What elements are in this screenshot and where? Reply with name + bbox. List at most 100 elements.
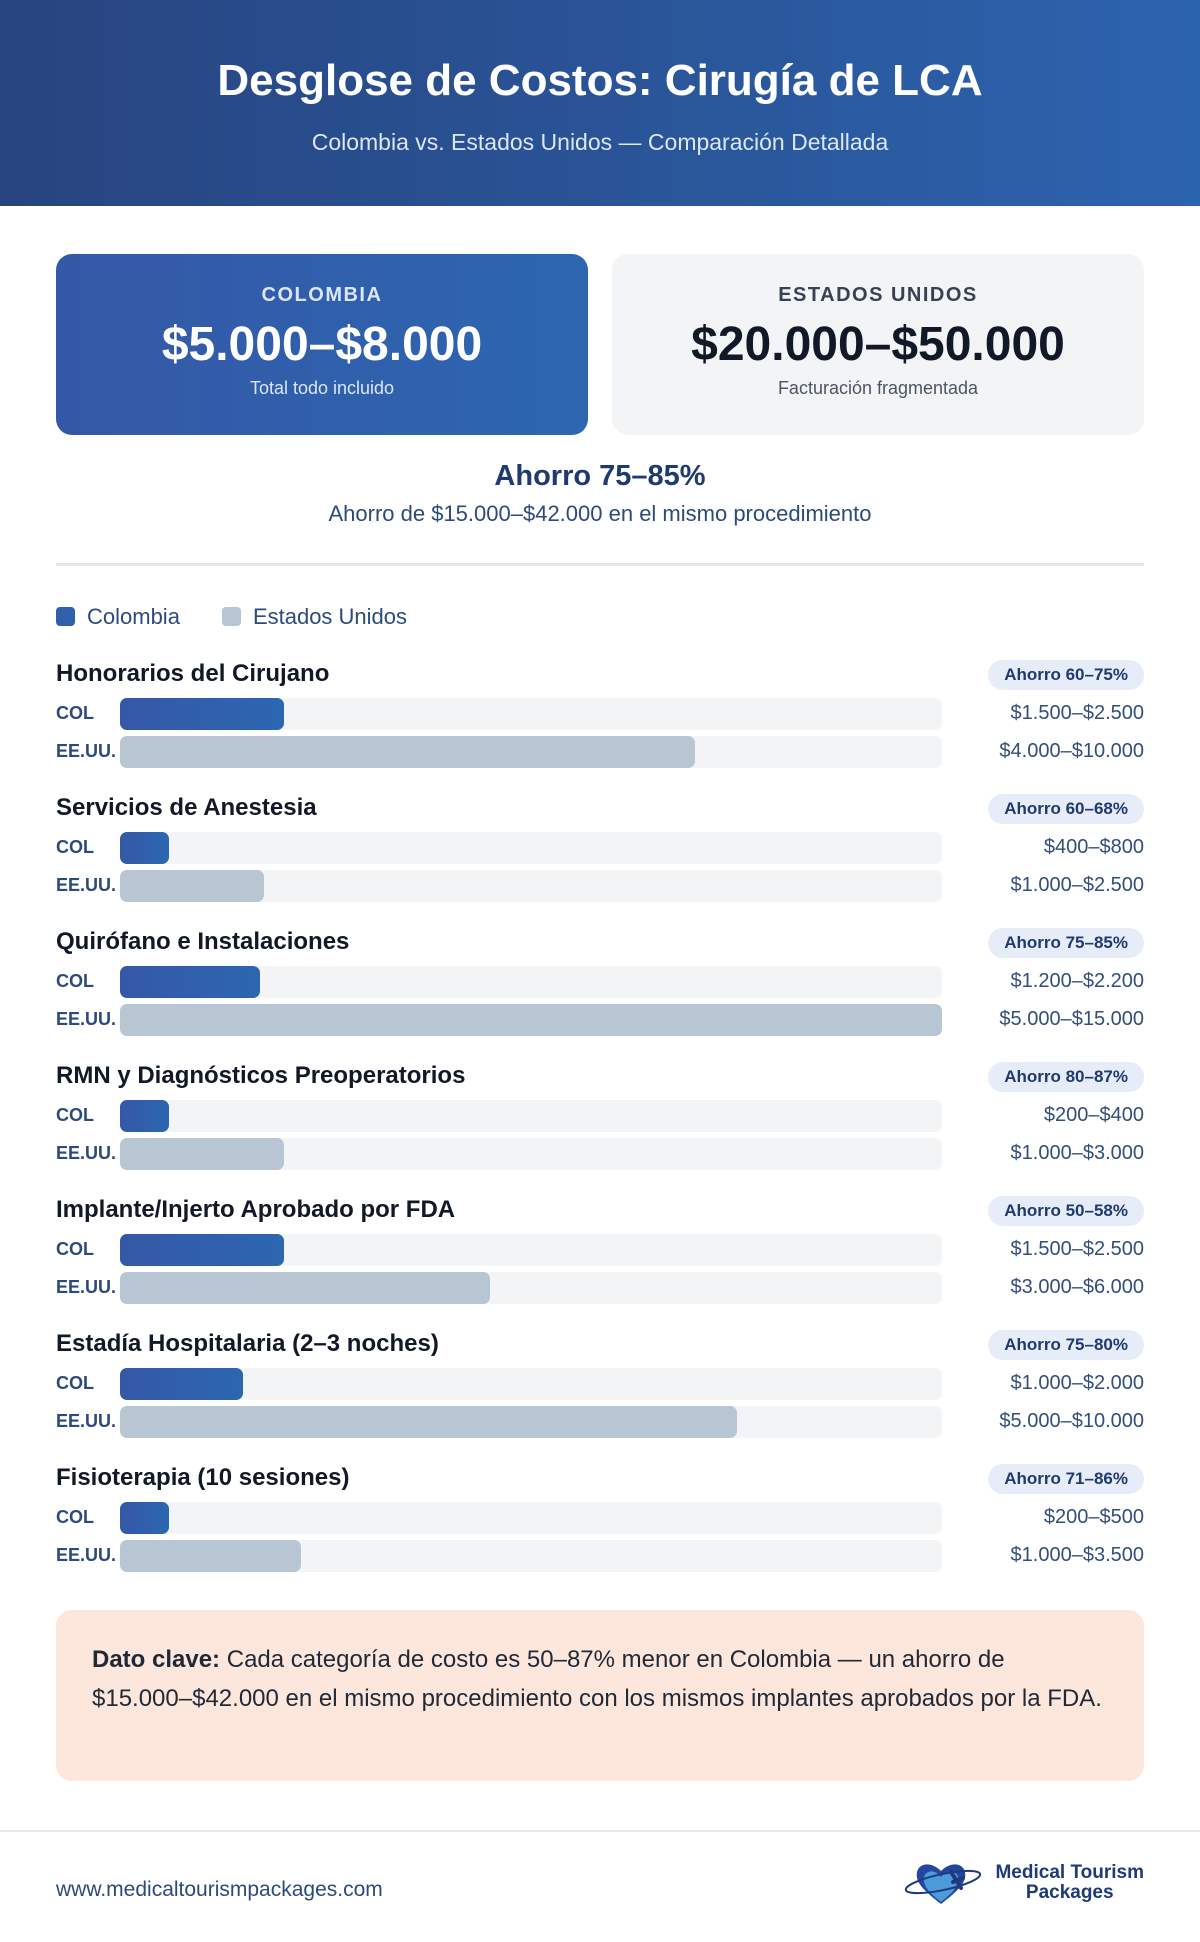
us-value: $5.000–$15.000 [999, 1008, 1144, 1030]
us-bar [120, 1406, 737, 1438]
us-row: EE.UU. $1.000–$3.500 [56, 1540, 1144, 1572]
us-row: EE.UU. $1.000–$3.000 [56, 1138, 1144, 1170]
us-row: EE.UU. $5.000–$10.000 [56, 1406, 1144, 1438]
legend: Colombia Estados Unidos [56, 604, 407, 630]
us-bar [120, 1004, 942, 1036]
bar-track [120, 1272, 942, 1304]
header: Desglose de Costos: Cirugía de LCA Colom… [0, 0, 1200, 206]
bar-track [120, 1368, 942, 1400]
category-title: Estadía Hospitalaria (2–3 noches) [56, 1330, 439, 1357]
row-label: COL [56, 837, 94, 857]
colombia-row: COL $1.500–$2.500 [56, 698, 1144, 730]
row-label: COL [56, 1105, 94, 1125]
cost-category: Fisioterapia (10 sesiones) Ahorro 71–86%… [56, 1464, 1144, 1598]
bar-track [120, 1100, 942, 1132]
category-title: Quirófano e Instalaciones [56, 928, 350, 955]
savings-title: Ahorro 75–85% [494, 460, 706, 492]
us-row: EE.UU. $3.000–$6.000 [56, 1272, 1144, 1304]
savings-badge: Ahorro 75–85% [988, 928, 1144, 958]
us-card: ESTADOS UNIDOS $20.000–$50.000 Facturaci… [612, 254, 1144, 435]
logo-line2: Packages [1025, 1882, 1114, 1903]
row-label: COL [56, 703, 94, 723]
bar-track [120, 966, 942, 998]
row-label: EE.UU. [56, 1143, 117, 1163]
us-row: EE.UU. $5.000–$15.000 [56, 1004, 1144, 1036]
us-value: $1.000–$3.500 [1010, 1544, 1144, 1566]
savings-badge: Ahorro 50–58% [988, 1196, 1144, 1226]
row-label: EE.UU. [56, 875, 117, 895]
us-row: EE.UU. $4.000–$10.000 [56, 736, 1144, 768]
colombia-value: $400–$800 [1043, 836, 1144, 858]
colombia-bar [120, 966, 260, 998]
colombia-card: COLOMBIA $5.000–$8.000 Total todo inclui… [56, 254, 588, 435]
us-row: EE.UU. $1.000–$2.500 [56, 870, 1144, 902]
row-label: COL [56, 1373, 94, 1393]
divider [56, 563, 1144, 566]
us-value: $3.000–$6.000 [1010, 1276, 1144, 1298]
colombia-row: COL $400–$800 [56, 832, 1144, 864]
us-value: $1.000–$3.000 [1010, 1142, 1144, 1164]
bar-track [120, 1406, 942, 1438]
card-note: Total todo incluido [249, 378, 395, 398]
savings-badge: Ahorro 60–68% [988, 794, 1144, 824]
card-note: Facturación fragmentada [777, 378, 979, 398]
colombia-bar [120, 1368, 244, 1400]
savings-badge: Ahorro 80–87% [988, 1062, 1144, 1092]
cost-category: Honorarios del Cirujano Ahorro 60–75% CO… [56, 660, 1144, 794]
callout-text: Cada categoría de costo es 50–87% menor … [92, 1646, 1102, 1712]
us-bar [120, 870, 264, 902]
footer-url[interactable]: www.medicaltourismpackages.com [56, 1878, 383, 1901]
colombia-row: COL $200–$400 [56, 1100, 1144, 1132]
colombia-value: $200–$500 [1043, 1506, 1144, 1528]
savings-badge: Ahorro 71–86% [988, 1464, 1144, 1494]
row-label: EE.UU. [56, 1009, 117, 1029]
colombia-row: COL $1.500–$2.500 [56, 1234, 1144, 1266]
colombia-bar [120, 1502, 170, 1534]
logo-line1: Medical Tourism [995, 1862, 1144, 1883]
us-value: $1.000–$2.500 [1010, 874, 1144, 896]
legend-label: Estados Unidos [252, 604, 408, 629]
us-bar [120, 1540, 301, 1572]
page-title: Desglose de Costos: Cirugía de LCA [217, 56, 983, 105]
bar-track [120, 1004, 942, 1036]
bar-track [120, 1540, 942, 1572]
colombia-value: $1.500–$2.500 [1010, 702, 1144, 724]
us-bar [120, 1272, 490, 1304]
colombia-value: $1.200–$2.200 [1010, 970, 1144, 992]
legend-item-colombia: Colombia [56, 604, 180, 630]
category-title: Fisioterapia (10 sesiones) [56, 1464, 350, 1491]
bar-track [120, 698, 942, 730]
cost-category: Servicios de Anestesia Ahorro 60–68% COL… [56, 794, 1144, 928]
colombia-row: COL $1.000–$2.000 [56, 1368, 1144, 1400]
savings-detail: Ahorro de $15.000–$42.000 en el mismo pr… [328, 501, 872, 526]
card-label: COLOMBIA [261, 284, 383, 306]
category-title: Honorarios del Cirujano [56, 660, 330, 687]
page-subtitle: Colombia vs. Estados Unidos — Comparació… [311, 129, 889, 155]
key-fact-callout: Dato clave: Cada categoría de costo es 5… [56, 1610, 1144, 1781]
row-label: COL [56, 1507, 94, 1527]
us-bar [120, 1138, 285, 1170]
row-label: EE.UU. [56, 741, 117, 761]
bar-track [120, 1502, 942, 1534]
row-label: EE.UU. [56, 1411, 117, 1431]
cost-category: Implante/Injerto Aprobado por FDA Ahorro… [56, 1196, 1144, 1330]
category-title: Servicios de Anestesia [56, 794, 317, 821]
footer: www.medicaltourismpackages.com Medical T… [0, 1830, 1200, 1942]
cost-category: Estadía Hospitalaria (2–3 noches) Ahorro… [56, 1330, 1144, 1464]
row-label: COL [56, 971, 94, 991]
colombia-value: $200–$400 [1043, 1104, 1144, 1126]
callout-label: Dato clave: [92, 1646, 221, 1673]
legend-swatch [221, 607, 241, 626]
colombia-bar [120, 1234, 285, 1266]
category-title: RMN y Diagnósticos Preoperatorios [56, 1062, 466, 1089]
colombia-value: $1.000–$2.000 [1010, 1372, 1144, 1394]
card-price: $20.000–$50.000 [691, 318, 1065, 371]
category-title: Implante/Injerto Aprobado por FDA [56, 1196, 456, 1223]
row-label: EE.UU. [56, 1277, 117, 1297]
colombia-bar [120, 698, 285, 730]
us-value: $5.000–$10.000 [999, 1410, 1144, 1432]
savings-badge: Ahorro 75–80% [988, 1330, 1144, 1360]
colombia-row: COL $200–$500 [56, 1502, 1144, 1534]
savings-summary: Ahorro 75–85% Ahorro de $15.000–$42.000 … [0, 460, 1200, 527]
bar-track [120, 1138, 942, 1170]
